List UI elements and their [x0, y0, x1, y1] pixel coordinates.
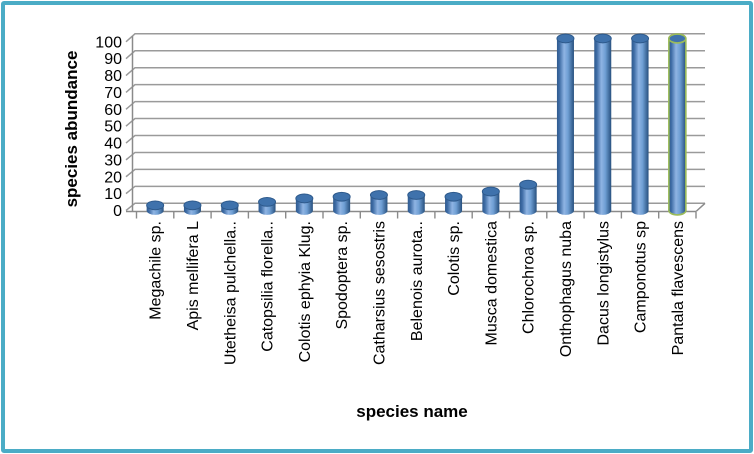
gridline-30 — [125, 151, 705, 161]
x-category-label-2: Utetheisa pulchella.. — [222, 221, 239, 365]
x-category-label-12: Dacus longistylus — [595, 221, 612, 346]
gridline-0 — [125, 202, 705, 212]
x-category-label-3: Catopsilia florella.. — [260, 221, 277, 352]
gridline-20 — [125, 168, 705, 178]
x-category-label-4: Colotis ephyia Klug. — [297, 221, 314, 362]
bar-top-10 — [519, 179, 538, 190]
bar-top-5 — [332, 191, 351, 202]
y-tick-label-20: 20 — [104, 169, 122, 186]
bar-top-7 — [407, 190, 426, 200]
gridline-70 — [125, 83, 705, 93]
bar-body-9 — [482, 191, 500, 211]
x-category-label-11: Onthophagus nuba — [558, 221, 575, 357]
x-category-label-9: Musca domestica — [483, 221, 500, 346]
gridline-60 — [125, 100, 705, 110]
y-tick-label-50: 50 — [104, 119, 122, 136]
bar-top-11 — [556, 33, 575, 44]
x-category-label-6: Catharsius sesostris — [371, 221, 388, 365]
x-category-label-1: Apis mellifera L — [185, 221, 202, 330]
gridline-90 — [125, 50, 705, 60]
y-tick-label-90: 90 — [104, 51, 122, 68]
y-tick-label-40: 40 — [104, 136, 122, 153]
bar-top-9 — [481, 186, 500, 197]
bar-top-1 — [183, 200, 202, 211]
bar-top-8 — [444, 191, 463, 202]
y-tick-label-70: 70 — [104, 85, 122, 102]
x-category-label-0: Megachile sp. — [148, 221, 165, 320]
gridline-10 — [125, 185, 705, 195]
y-tick-label-100: 100 — [95, 34, 122, 51]
x-axis-title: species name — [356, 402, 468, 421]
x-category-label-10: Chlorochroa sp. — [521, 221, 538, 334]
y-tick-label-0: 0 — [113, 203, 122, 220]
y-tick-label-10: 10 — [104, 186, 122, 203]
floor-right-edge — [695, 202, 706, 213]
y-axis-title: species abundance — [62, 50, 81, 208]
x-category-label-13: Camponotus sp — [633, 221, 650, 333]
gridline-50 — [125, 117, 705, 127]
x-category-label-8: Colotis sp. — [446, 221, 463, 296]
x-category-label-14: Pantala flavescens — [670, 221, 687, 355]
x-category-label-5: Spodoptera sp. — [334, 221, 351, 330]
bar-highlight-outline — [668, 38, 687, 211]
gridline-100 — [125, 33, 705, 43]
bar-body-10 — [519, 184, 537, 211]
y-tick-label-80: 80 — [104, 68, 122, 85]
gridline-80 — [125, 66, 705, 77]
bar-top-6 — [369, 190, 388, 200]
bar-body-13 — [631, 38, 649, 211]
bar-top-13 — [631, 33, 650, 44]
bar-top-14 — [668, 33, 687, 44]
bar-top-3 — [258, 197, 277, 207]
x-category-label-7: Belenois aurota.. — [409, 221, 426, 341]
bar-body-12 — [594, 38, 612, 211]
gridline-40 — [125, 134, 705, 144]
bar-body-14 — [668, 38, 686, 211]
y-tick-label-30: 30 — [104, 152, 122, 169]
bar-top-2 — [220, 200, 239, 211]
bar-body-11 — [556, 38, 574, 211]
y-tick-label-60: 60 — [104, 102, 122, 119]
bar-top-0 — [146, 200, 165, 211]
bar-top-12 — [593, 33, 612, 44]
bar-top-4 — [295, 193, 314, 204]
